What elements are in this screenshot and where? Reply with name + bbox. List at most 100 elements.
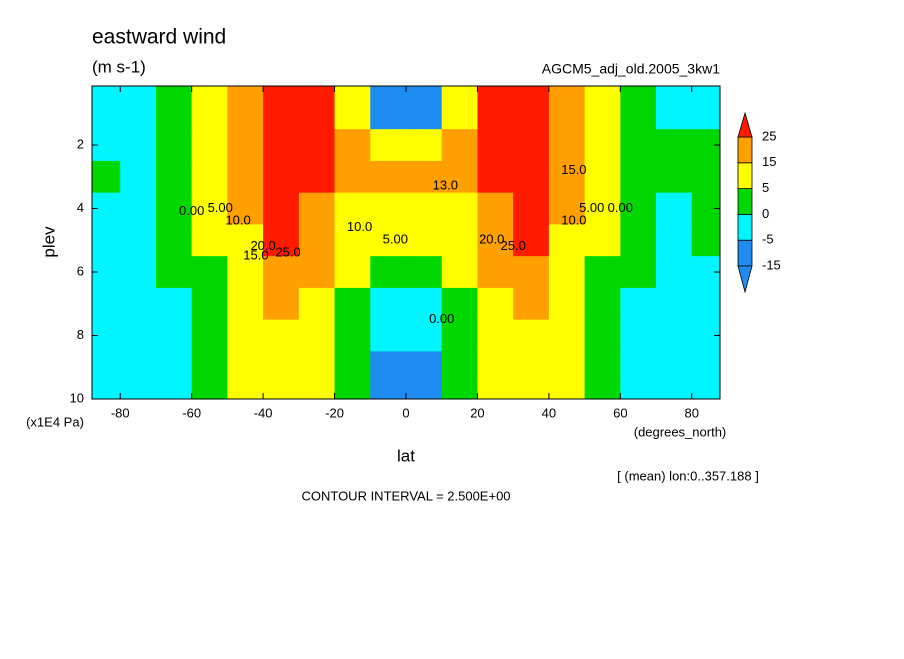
contour-label: 13.0: [433, 178, 458, 193]
contour-label: 20.0: [479, 232, 504, 247]
field-cell: [548, 192, 586, 225]
field-cell: [406, 256, 443, 289]
field-cell: [370, 351, 407, 384]
field-cell: [513, 351, 550, 384]
field-cell: [620, 224, 657, 257]
field-cell: [584, 86, 621, 130]
field-cell: [656, 256, 693, 289]
field-cell: [92, 287, 121, 321]
field-cell: [92, 224, 121, 257]
colorbar-bottom: [737, 265, 753, 294]
field-cell: [334, 224, 371, 257]
field-cell: [620, 160, 657, 194]
field-cell: [227, 224, 264, 257]
field-cell: [513, 160, 550, 194]
x-tick-label: 80: [685, 405, 699, 420]
field-cell: [263, 256, 300, 289]
contour-label: 5.00: [383, 232, 408, 247]
field-cell: [548, 224, 586, 257]
x-tick-label: -40: [254, 405, 273, 420]
field-cell: [548, 351, 586, 384]
colorbar-box: [737, 239, 753, 267]
field-cell: [334, 160, 371, 194]
field-cell: [263, 224, 300, 257]
field-cell: [191, 383, 228, 400]
field-cell: [263, 86, 300, 130]
field-cell: [334, 287, 371, 321]
field-cell: [656, 129, 693, 162]
field-cell: [155, 351, 193, 384]
field-cell: [477, 160, 514, 194]
field-cell: [191, 319, 228, 352]
field-cell: [584, 224, 621, 257]
contour-label: 10.0: [561, 213, 586, 228]
field-cell: [155, 224, 193, 257]
field-cell: [227, 287, 264, 321]
field-cell: [370, 287, 407, 321]
field-cell: [620, 129, 657, 162]
field-cell: [548, 129, 586, 162]
field-cell: [92, 86, 121, 130]
field-cell: [477, 319, 514, 352]
field-cell: [263, 129, 300, 162]
field-cell: [298, 129, 336, 162]
field-cell: [370, 192, 407, 225]
field-cell: [191, 192, 228, 225]
field-cell: [584, 287, 621, 321]
field-cell: [441, 192, 478, 225]
field-cell: [548, 319, 586, 352]
x-tick-label: 0: [402, 405, 409, 420]
field-cell: [120, 383, 157, 400]
field-cell: [155, 383, 193, 400]
field-cell: [92, 160, 121, 194]
field-cell: [191, 256, 228, 289]
field-cell: [656, 192, 693, 225]
field-cell: [513, 192, 550, 225]
colorbar-box: [737, 162, 753, 190]
footer: CONTOUR INTERVAL = 2.500E+00: [301, 488, 510, 503]
y-tick-label: 2: [77, 136, 84, 151]
field-cell: [513, 129, 550, 162]
field-cell: [406, 224, 443, 257]
contour-label: 15.0: [561, 162, 586, 177]
field-cell: [370, 224, 407, 257]
field-cell: [441, 319, 478, 352]
field-cell: [334, 256, 371, 289]
field-cell: [227, 351, 264, 384]
field-cell: [155, 192, 193, 225]
field-cell: [155, 86, 193, 130]
colorbar-label: 15: [762, 154, 776, 169]
field-cell: [298, 224, 336, 257]
field-cell: [691, 351, 721, 384]
y-units: (x1E4 Pa): [26, 414, 84, 429]
field-cell: [227, 86, 264, 130]
field-cell: [334, 86, 371, 130]
field-cell: [120, 319, 157, 352]
field-cell: [584, 192, 621, 225]
field-cell: [656, 287, 693, 321]
field-cell: [155, 256, 193, 289]
y-tick-label: 8: [77, 327, 84, 342]
x-tick-label: -20: [325, 405, 344, 420]
field-cell: [441, 287, 478, 321]
field-cell: [441, 256, 478, 289]
field-cell: [584, 319, 621, 352]
field-cell: [155, 129, 193, 162]
field-cell: [191, 160, 228, 194]
field-cell: [691, 224, 721, 257]
field-cell: [584, 256, 621, 289]
x-tick-label: -80: [111, 405, 130, 420]
field-cell: [227, 319, 264, 352]
field-cell: [298, 192, 336, 225]
field-cell: [263, 287, 300, 321]
field-cell: [334, 319, 371, 352]
colorbar-box: [737, 213, 753, 241]
field-cell: [441, 351, 478, 384]
colorbar-label: 5: [762, 180, 769, 195]
field-cell: [406, 192, 443, 225]
field-cell: [298, 256, 336, 289]
field-cell: [334, 129, 371, 162]
colorbar-box: [737, 188, 753, 215]
x-tick-label: 20: [470, 405, 484, 420]
